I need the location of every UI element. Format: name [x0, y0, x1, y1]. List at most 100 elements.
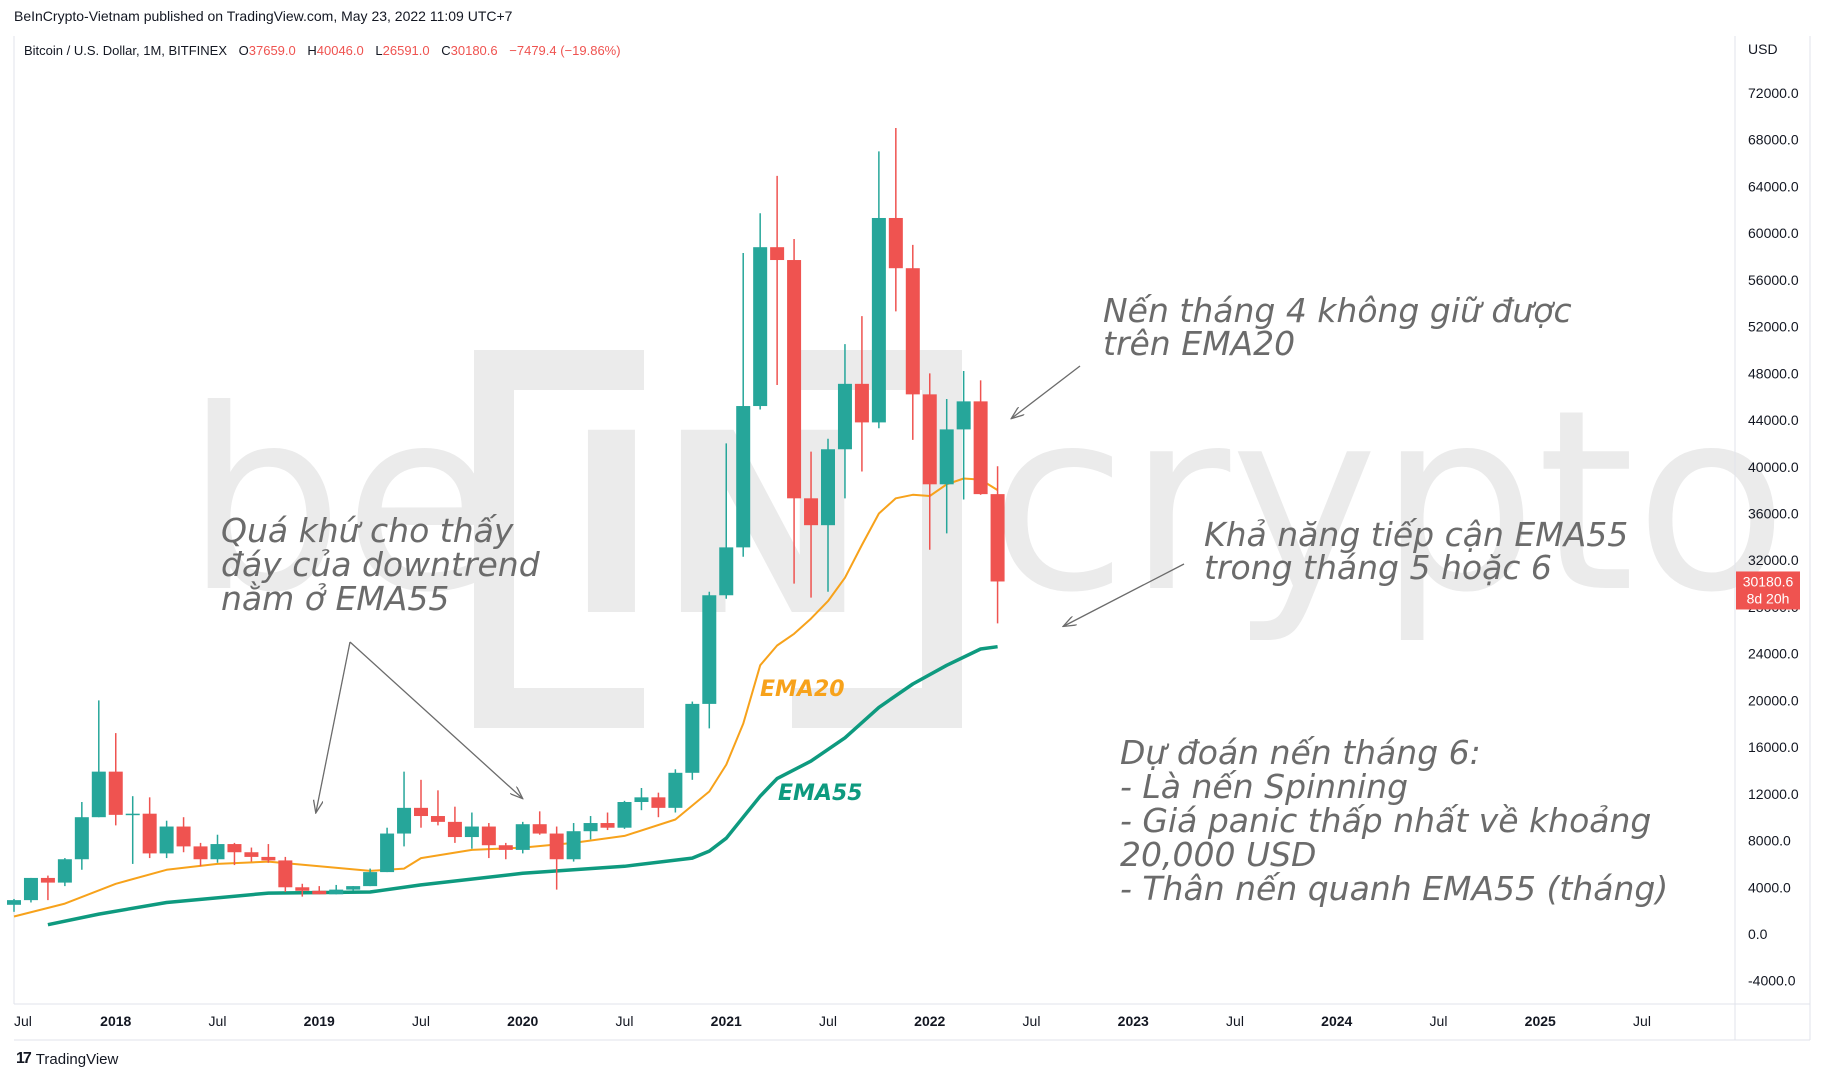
- candle-body: [600, 823, 615, 828]
- candle-body: [685, 703, 700, 773]
- annotation-top-right: Nến tháng 4 không giữ được trên EMA20: [1103, 291, 1572, 363]
- arrow-top-right: [1012, 365, 1081, 418]
- x-tick-label: 2023: [1118, 1013, 1149, 1029]
- chart-legend: Bitcoin / U.S. Dollar, 1M, BITFINEX O376…: [24, 43, 621, 58]
- candle-body: [210, 844, 225, 860]
- candle: [57, 858, 72, 887]
- candle-body: [40, 877, 55, 883]
- candle-body: [549, 833, 564, 860]
- last-price-label: 30180.6 8d 20h: [1736, 571, 1800, 610]
- annotation-bottom-right-line-4: 20,000 USD: [1120, 835, 1316, 874]
- x-tick-label: Jul: [819, 1013, 837, 1029]
- candle-body: [651, 797, 666, 808]
- price-axis-currency: USD: [1748, 41, 1778, 57]
- candle-body: [142, 813, 157, 854]
- candle: [956, 370, 971, 500]
- candle-body: [346, 886, 361, 890]
- x-tick-label: 2022: [914, 1013, 945, 1029]
- candle: [888, 128, 903, 312]
- legend-close: 30180.6: [451, 43, 498, 58]
- candle: [278, 856, 293, 892]
- x-tick-label: Jul: [1023, 1013, 1041, 1029]
- annotation-mid-right-line-2: trong tháng 5 hoặc 6: [1204, 548, 1552, 587]
- candle: [464, 812, 479, 849]
- candle-countdown: 8d 20h: [1747, 590, 1790, 606]
- candle: [837, 344, 852, 499]
- x-tick-label: 2021: [711, 1013, 742, 1029]
- legend-open: 37659.0: [249, 43, 296, 58]
- legend-high: 40046.0: [317, 43, 364, 58]
- candle: [91, 700, 106, 818]
- candle: [973, 380, 988, 495]
- price-axis[interactable]: -4000.0 0.0 4000.0 8000.0 12000.0 16000.0 2000…: [1748, 85, 1799, 989]
- candle: [295, 883, 310, 897]
- watermark-text-right: crypto: [990, 356, 1788, 647]
- x-tick-label: 2020: [507, 1013, 538, 1029]
- y-tick-label: 32000.0: [1748, 552, 1799, 568]
- candle-body: [922, 394, 937, 485]
- tradingview-brand: 17 TradingView: [16, 1050, 118, 1068]
- candle-body: [532, 824, 547, 834]
- y-tick-label: -4000.0: [1748, 973, 1796, 989]
- candle-body: [193, 846, 208, 860]
- y-tick-label: 64000.0: [1748, 178, 1799, 194]
- candle-body: [583, 823, 598, 832]
- candle: [125, 796, 140, 864]
- annotation-bottom-right-line-3: - Giá panic thấp nhất về khoảng: [1120, 801, 1651, 840]
- candle-body: [363, 872, 378, 887]
- candle-body: [753, 247, 768, 407]
- y-tick-label: 20000.0: [1748, 692, 1799, 708]
- y-tick-label: 36000.0: [1748, 506, 1799, 522]
- candle-body: [566, 831, 581, 860]
- candle-body: [939, 429, 954, 485]
- candle: [736, 253, 751, 557]
- candle: [74, 802, 89, 870]
- arrow-mid-right: [1064, 563, 1185, 626]
- ema55-tag: EMA55: [778, 781, 863, 806]
- x-tick-label: Jul: [412, 1013, 430, 1029]
- candle: [210, 834, 225, 863]
- candle: [668, 769, 683, 813]
- candle: [40, 875, 55, 901]
- y-tick-label: 48000.0: [1748, 365, 1799, 381]
- arrow-left-2: [349, 641, 522, 798]
- legend-high-label: H: [307, 43, 316, 58]
- candle-body: [702, 595, 717, 704]
- candle-body: [770, 247, 785, 261]
- legend-change: −7479.4 (−19.86%): [509, 43, 620, 58]
- candle: [549, 826, 564, 890]
- publisher-line: BeInCrypto-Vietnam published on TradingV…: [14, 8, 513, 24]
- candle: [922, 373, 937, 550]
- y-tick-label: 40000.0: [1748, 459, 1799, 475]
- x-tick-label: 2019: [304, 1013, 335, 1029]
- candle-body: [312, 890, 327, 895]
- candle: [108, 733, 123, 826]
- x-tick-label: 2024: [1321, 1013, 1352, 1029]
- candle: [804, 451, 819, 598]
- candle: [159, 820, 174, 859]
- annotation-left-line-3: nằm ở EMA55: [221, 579, 449, 618]
- candle: [244, 847, 259, 862]
- y-tick-label: 12000.0: [1748, 786, 1799, 802]
- candle: [787, 239, 802, 584]
- tradingview-logo-icon: 17: [16, 1050, 32, 1067]
- annotation-bottom-right-line-5: - Thân nến quanh EMA55 (tháng): [1120, 869, 1668, 908]
- candle-body: [74, 817, 89, 860]
- annotation-bottom-right-line-1: Dự đoán nến tháng 6:: [1120, 733, 1481, 772]
- annotation-bottom-right-line-2: - Là nến Spinning: [1120, 767, 1408, 806]
- x-tick-label: 2018: [100, 1013, 131, 1029]
- candle: [363, 868, 378, 887]
- candle: [23, 877, 38, 903]
- legend-low: 26591.0: [383, 43, 430, 58]
- candle: [312, 886, 327, 895]
- annotation-top-right-line-2: trên EMA20: [1103, 324, 1295, 363]
- time-axis[interactable]: Jul 2018 Jul 2019 Jul 2020 Jul 2021 Jul 2022 Jul 20…: [14, 1013, 1651, 1029]
- candle-body: [380, 833, 395, 873]
- candle: [719, 443, 734, 599]
- candle: [329, 884, 344, 895]
- candle: [702, 591, 717, 729]
- watermark-text-left: be: [185, 356, 498, 647]
- x-tick-label: 2025: [1525, 1013, 1556, 1029]
- candle-body: [515, 824, 530, 850]
